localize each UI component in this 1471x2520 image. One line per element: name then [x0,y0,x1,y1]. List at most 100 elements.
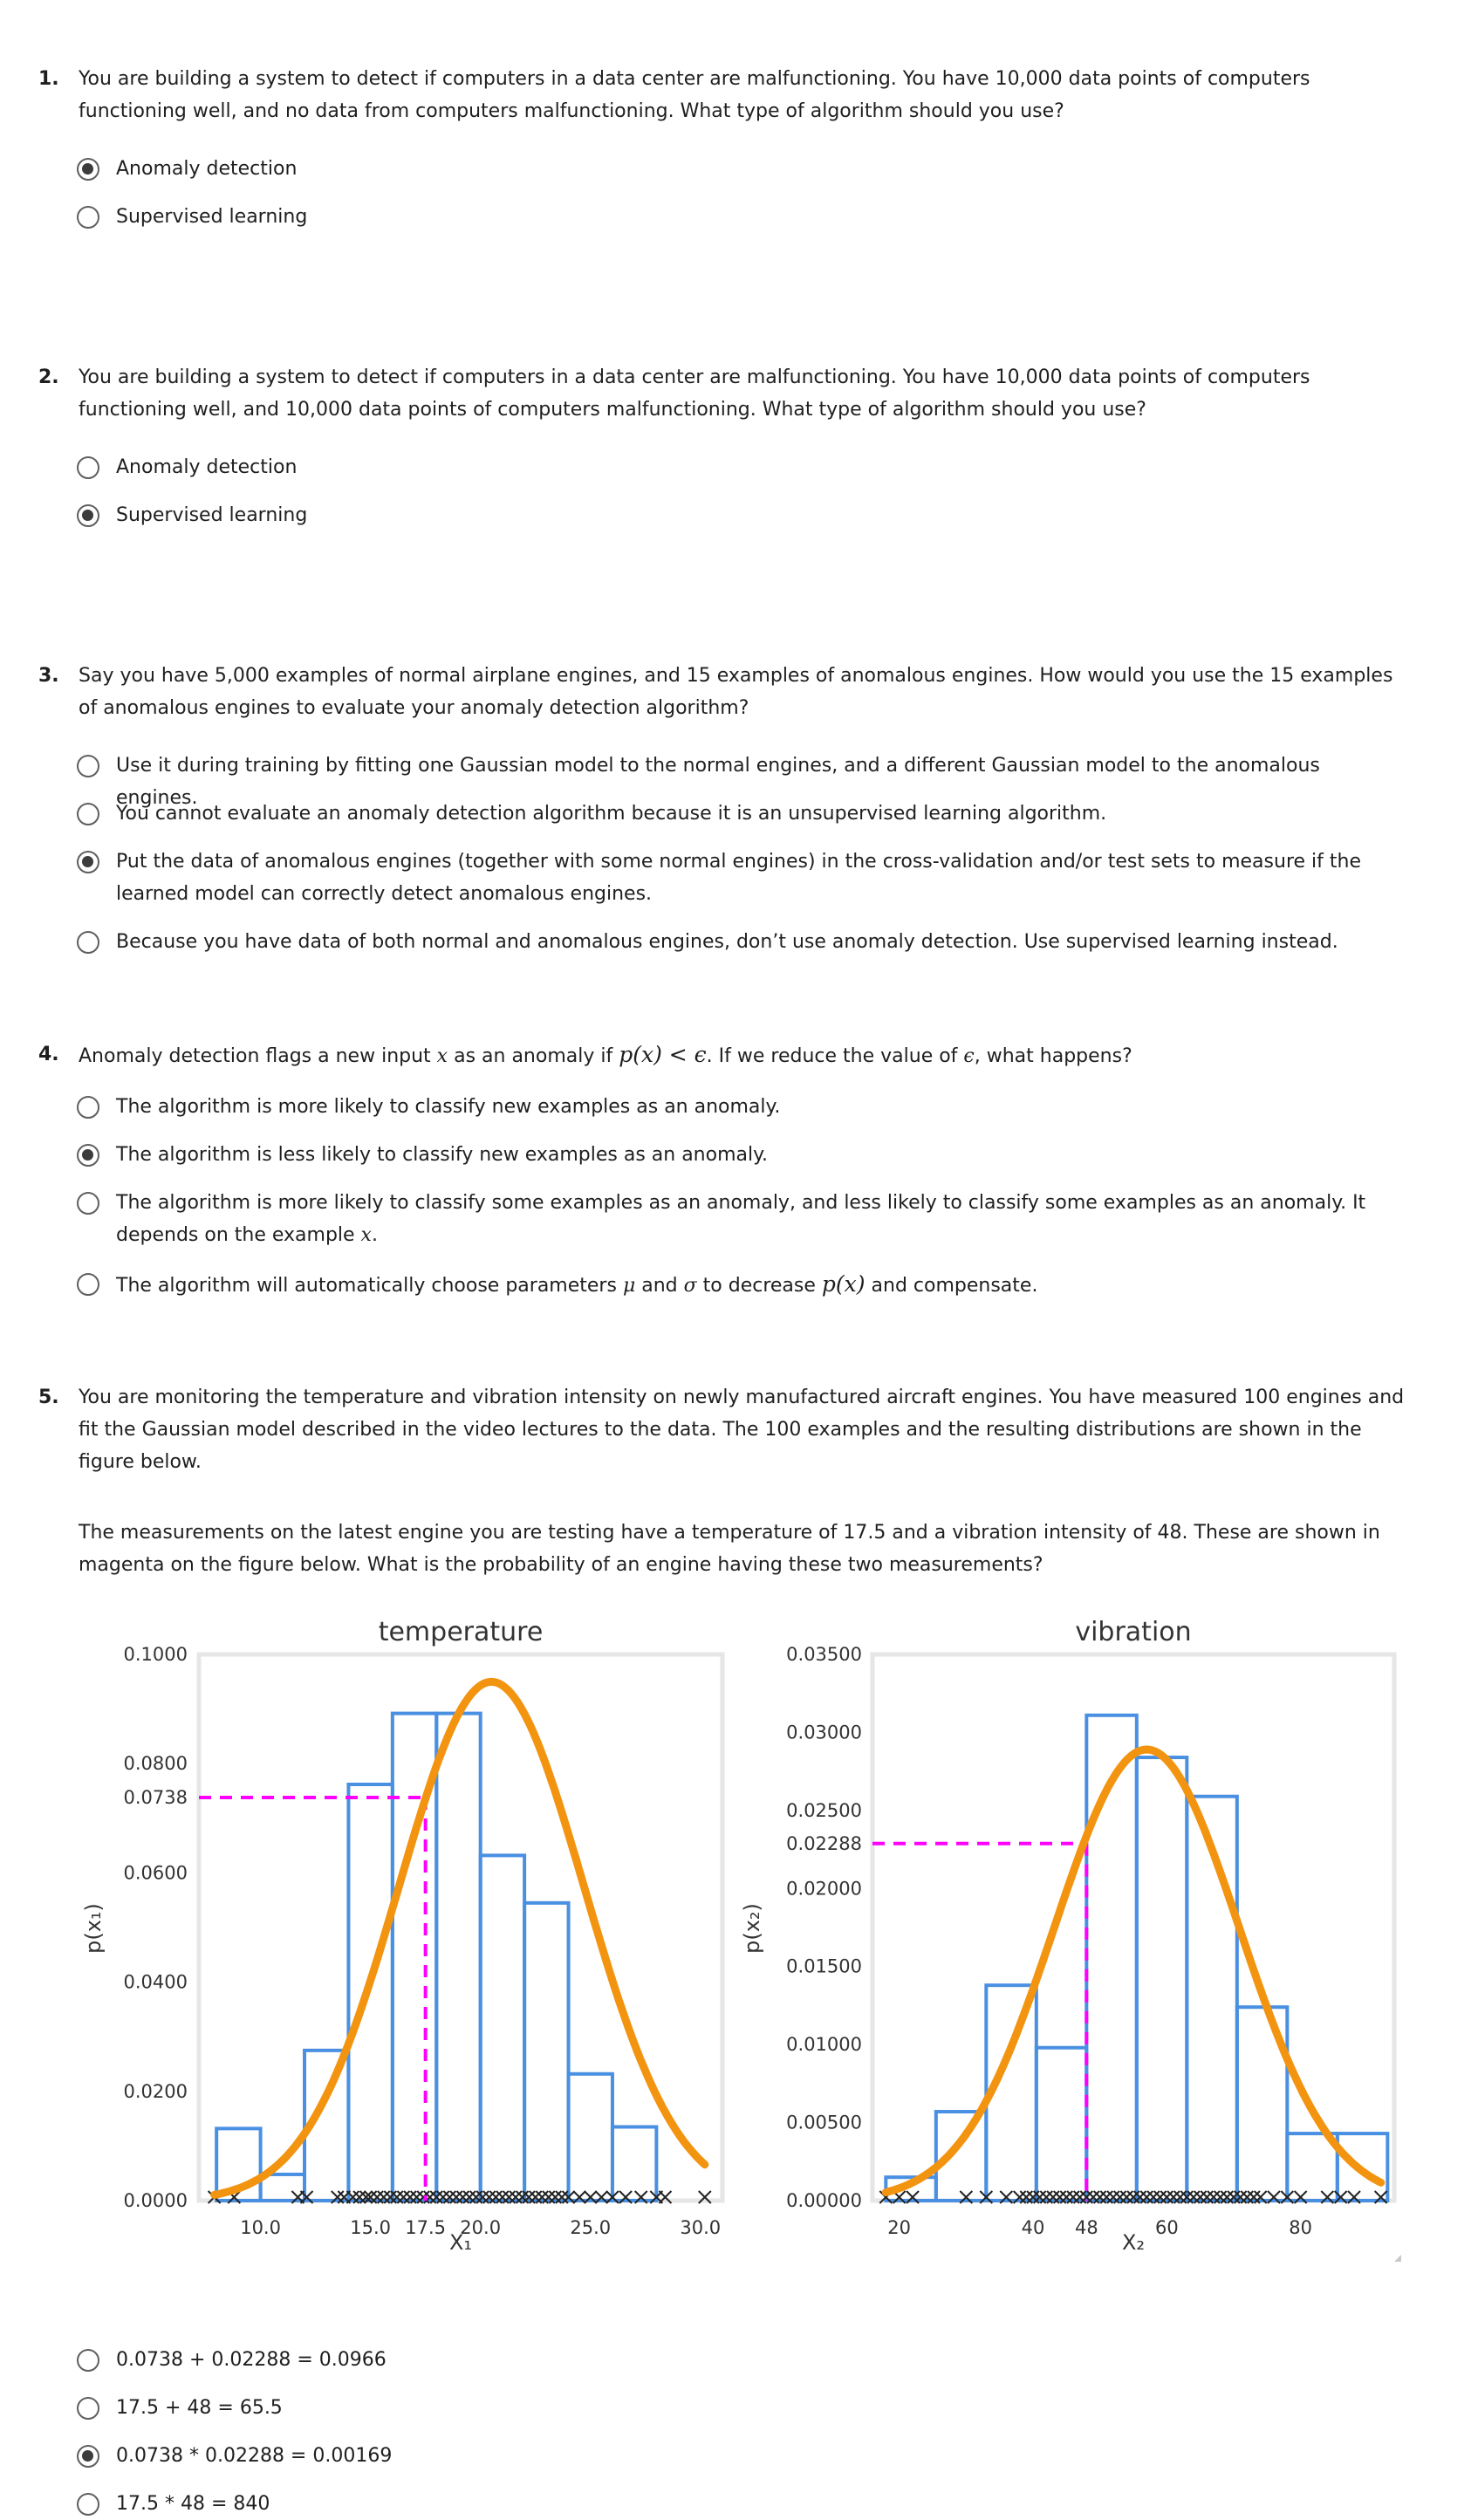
y-tick-label: 0.0200 [124,2081,188,2102]
question-text-2: The measurements on the latest engine yo… [79,1522,1380,1576]
sample-marker [698,2190,712,2204]
sample-marker [390,2190,404,2204]
option-product-measurements[interactable]: 17.5 * 48 = 840 [77,2490,1403,2520]
question-number: 2. [38,366,59,388]
option-label: You cannot evaluate an anomaly detection… [116,803,1107,825]
option-less-likely[interactable]: The algorithm is less likely to classify… [77,1141,1403,1171]
y-tick-label: 0.00000 [786,2190,862,2211]
radio-unselected[interactable] [77,2397,99,2420]
figure-temperature-vibration: temperature 0.1000 0.0800 0.0738 0.0600 0.040… [81,1617,1401,2262]
plot-frame [870,1652,1397,2203]
radio-unselected[interactable] [77,1192,99,1215]
sample-marker [359,2190,373,2204]
radio-selected[interactable] [77,1144,99,1167]
sample-marker [1187,2190,1201,2204]
sample-marker [529,2190,543,2204]
vibration-chart: vibration 0.03500 0.03000 0.02500 0.02288 0.0… [740,1617,1397,2255]
radio-selected[interactable] [77,504,99,527]
option-sum-probabilities[interactable]: 0.0738 + 0.02288 = 0.0966 [77,2346,1403,2376]
sample-marker [555,2190,569,2204]
sample-marker [331,2190,345,2204]
option-label: Anomaly detection [116,456,298,478]
sample-marker [584,2190,598,2204]
sample-marker [606,2190,619,2204]
sample-marker [1267,2190,1281,2204]
radio-unselected[interactable] [77,2493,99,2516]
sample-marker [515,2190,530,2204]
sample-marker [482,2190,496,2204]
sample-marker [1026,2190,1040,2204]
question-number: 4. [38,1044,59,1065]
x-tick-label: 17.5 [405,2217,446,2238]
option-sum-measurements[interactable]: 17.5 + 48 = 65.5 [77,2394,1403,2424]
option-label: 17.5 * 48 = 840 [116,2493,270,2515]
sample-marker [1012,2190,1027,2204]
sample-marker [1046,2190,1060,2204]
option-depends-on-example[interactable]: The algorithm is more likely to classify… [77,1189,1403,1251]
option-anomaly-detection[interactable]: Anomaly detection [77,155,1403,185]
option-label: Because you have data of both normal and… [116,931,1338,953]
sample-marker [455,2190,470,2204]
radio-unselected[interactable] [77,1096,99,1119]
sample-marker [535,2190,549,2204]
sample-marker [1167,2190,1180,2204]
y-tick-label: 0.00500 [786,2113,862,2133]
sample-marker [363,2190,378,2204]
option-product-probabilities[interactable]: 0.0738 * 0.02288 = 0.00169 [77,2442,1403,2472]
x-tick-label: 80 [1289,2217,1312,2238]
radio-unselected[interactable] [77,803,99,825]
option-label: Put the data of anomalous engines (toget… [116,851,1361,905]
radio-unselected[interactable] [77,456,99,479]
sample-marker [572,2190,586,2204]
option-supervised-learning[interactable]: Supervised learning [77,502,1403,531]
chart-title: temperature [379,1617,544,1647]
sample-marker [469,2190,483,2204]
y-tick-label: 0.0400 [124,1972,188,1993]
option-label: Supervised learning [116,206,308,228]
sample-marker [1233,2190,1248,2204]
histogram-bar [610,2125,659,2202]
sample-marker [1227,2190,1241,2204]
option-cross-validation[interactable]: Put the data of anomalous engines (toget… [77,848,1403,910]
sample-marker [370,2190,384,2204]
sample-marker [522,2190,536,2204]
question-number: 3. [38,665,59,687]
question-text: You are monitoring the temperature and v… [79,1387,1405,1473]
y-tick-label: 0.0738 [124,1787,188,1808]
gaussian-curve [210,1677,709,2199]
y-tick-label: 0.0000 [124,2190,188,2211]
radio-unselected[interactable] [77,931,99,954]
option-two-gaussians[interactable]: Use it during training by fitting one Ga… [77,752,1403,814]
radio-unselected[interactable] [77,2349,99,2372]
sample-marker [594,2190,609,2204]
sample-marker [1086,2190,1100,2204]
sample-marker [1112,2190,1127,2204]
sample-marker [299,2190,314,2204]
option-auto-parameters[interactable]: The algorithm will automatically choose … [77,1270,1403,1302]
x-tick-label: 40 [1022,2217,1045,2238]
radio-unselected[interactable] [77,206,99,229]
option-more-likely[interactable]: The algorithm is more likely to classify… [77,1093,1403,1123]
plot-frame [196,1652,725,2203]
radio-unselected[interactable] [77,1273,99,1296]
option-label: Supervised learning [116,504,308,526]
option-anomaly-detection[interactable]: Anomaly detection [77,454,1403,483]
sample-marker [1066,2190,1080,2204]
radio-selected[interactable] [77,851,99,873]
option-use-supervised[interactable]: Because you have data of both normal and… [77,928,1403,958]
radio-selected[interactable] [77,2445,99,2468]
radio-selected[interactable] [77,158,99,181]
sample-marker [1207,2190,1221,2204]
sample-marker [1213,2190,1228,2204]
option-supervised-learning[interactable]: Supervised learning [77,203,1403,233]
sample-marker [476,2190,489,2204]
option-label: The algorithm is less likely to classify… [116,1144,768,1166]
temperature-chart: temperature 0.1000 0.0800 0.0738 0.0600 0.040… [81,1617,725,2255]
sample-marker [1079,2190,1094,2204]
sample-marker [449,2190,463,2204]
y-tick-label: 0.0800 [124,1753,188,1774]
radio-unselected[interactable] [77,755,99,777]
option-cannot-evaluate[interactable]: You cannot evaluate an anomaly detection… [77,800,1403,830]
y-tick-label: 0.02500 [786,1800,862,1821]
sample-marker [634,2190,648,2204]
